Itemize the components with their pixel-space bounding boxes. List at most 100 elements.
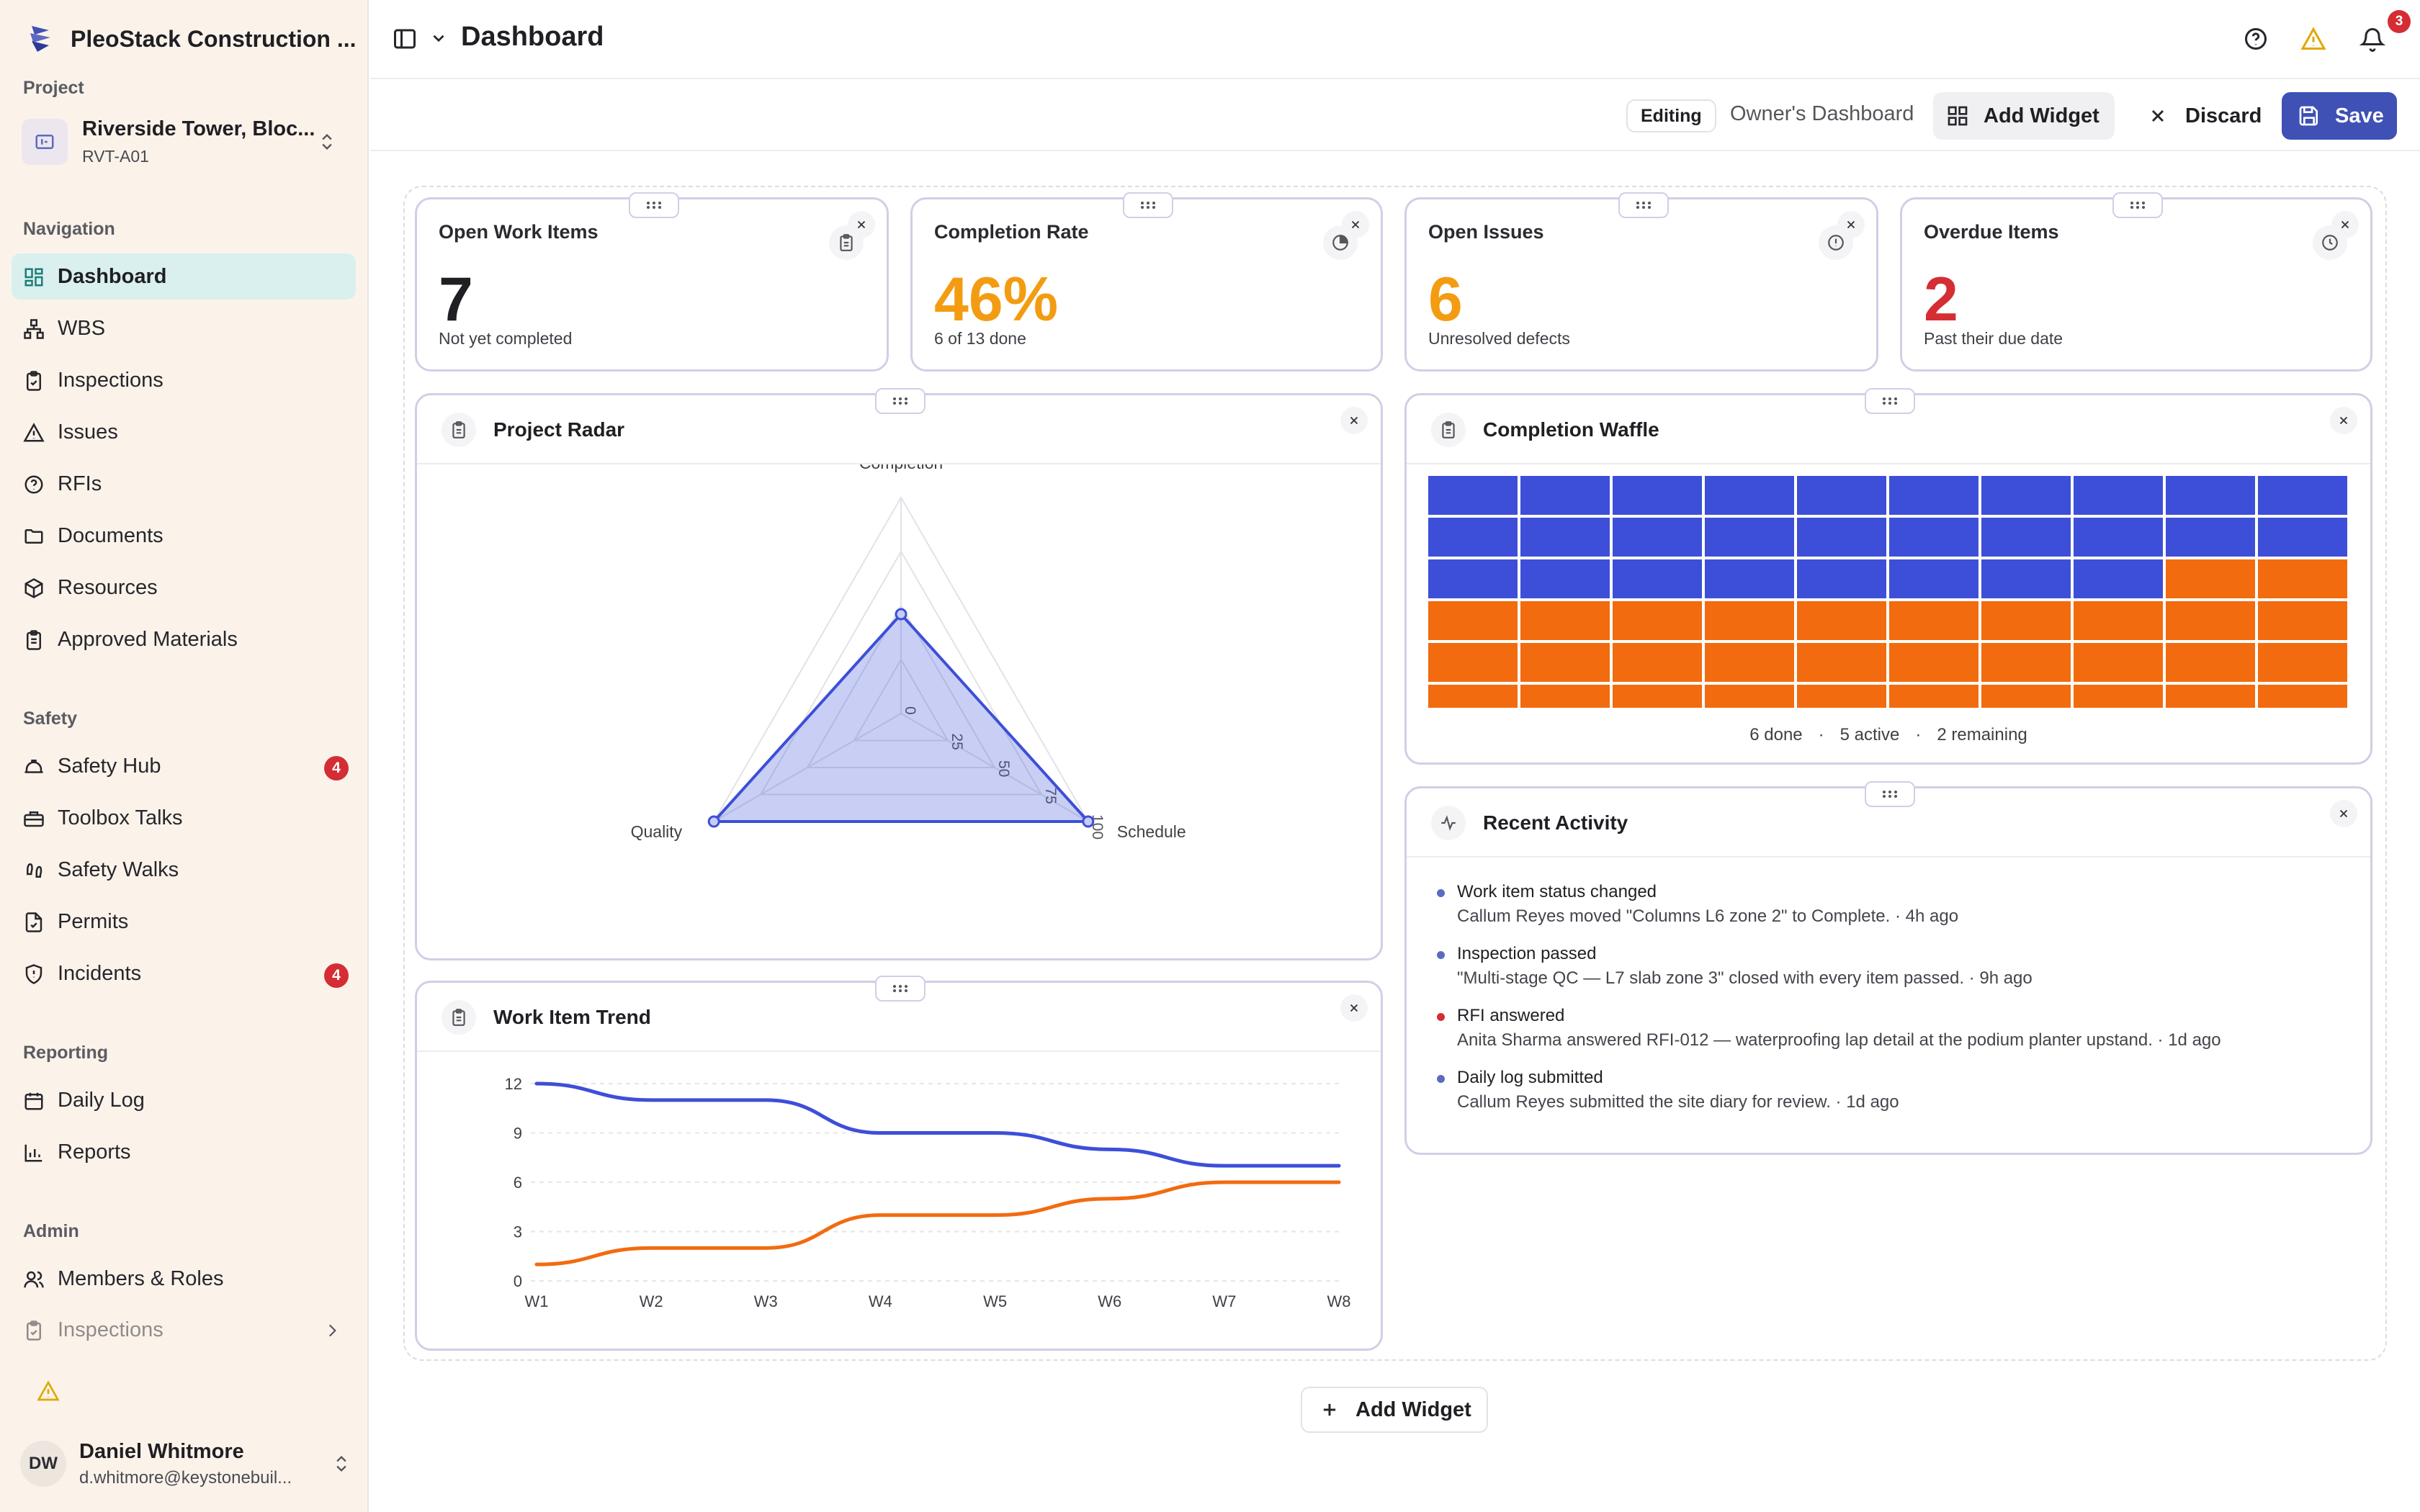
sidebar-item-issues[interactable]: Issues bbox=[12, 409, 356, 455]
project-code: RVT-A01 bbox=[82, 147, 149, 166]
waffle-cell bbox=[2258, 476, 2347, 515]
sidebar-item-members-roles[interactable]: Members & Roles bbox=[12, 1256, 356, 1302]
sidebar-item-wbs[interactable]: WBS bbox=[12, 305, 356, 351]
sidebar-item-dashboard[interactable]: Dashboard bbox=[12, 253, 356, 300]
save-icon bbox=[2299, 106, 2318, 126]
sidebar-item-permits[interactable]: Permits bbox=[12, 899, 356, 945]
warning-icon[interactable] bbox=[36, 1380, 60, 1403]
sidebar-item-safety-hub[interactable]: Safety Hub 4 bbox=[12, 743, 356, 789]
sidebar-item-safety-walks[interactable]: Safety Walks bbox=[12, 847, 356, 893]
recent-activity-widget[interactable]: Recent Activity Work item status changed… bbox=[1404, 781, 2372, 1155]
work-item-trend-widget[interactable]: Work Item Trend 0 3 6 9 12 W1 W2 W3 W4 W5 W6 W7 W8 bbox=[415, 976, 1383, 1351]
kpi-widget-open-work-items[interactable]: Open Work Items 7 Not yet completed bbox=[415, 192, 889, 372]
brand-logo-icon bbox=[30, 26, 50, 52]
add-widget-label: Add Widget bbox=[1984, 104, 2099, 127]
add-widget-button[interactable]: Add Widget bbox=[1933, 92, 2115, 140]
list-item[interactable]: Work item status changed Callum Reyes mo… bbox=[1437, 882, 2349, 927]
kpi-widget-overdue-items[interactable]: Overdue Items 2 Past their due date bbox=[1900, 192, 2372, 372]
trend-x-tick-label: W7 bbox=[1212, 1292, 1236, 1310]
kpi-widget-open-issues[interactable]: Open Issues 6 Unresolved defects bbox=[1404, 192, 1878, 372]
radar-point bbox=[1082, 815, 1095, 828]
sidebar-item-label: Members & Roles bbox=[58, 1266, 224, 1290]
activity-dot bbox=[1437, 889, 1445, 897]
legend-active: 5 active bbox=[1839, 725, 1900, 744]
drag-handle[interactable] bbox=[1865, 388, 1915, 414]
editing-badge: Editing bbox=[1626, 99, 1716, 132]
drag-handle[interactable] bbox=[1618, 192, 1669, 218]
waffle-cell bbox=[1981, 559, 2071, 598]
completion-waffle-widget[interactable]: Completion Waffle 6 done · 5 active · 2 … bbox=[1404, 388, 2372, 765]
activity-dot bbox=[1437, 951, 1445, 959]
sidebar-item-documents[interactable]: Documents bbox=[12, 513, 356, 559]
kpi-widget-completion-rate[interactable]: Completion Rate 46% 6 of 13 done bbox=[910, 192, 1383, 372]
radar-series-area bbox=[712, 613, 1090, 823]
sidebar: PleoStack Construction ... Project River… bbox=[0, 0, 369, 1512]
kpi-subtitle: 6 of 13 done bbox=[934, 329, 1026, 348]
project-switcher[interactable]: Riverside Tower, Bloc... RVT-A01 bbox=[22, 112, 347, 171]
waffle-cell bbox=[2074, 476, 2163, 515]
trend-x-tick-label: W4 bbox=[869, 1292, 892, 1310]
close-icon bbox=[2341, 220, 2349, 229]
kpi-title: Open Issues bbox=[1428, 221, 1544, 243]
list-item[interactable]: RFI answered Anita Sharma answered RFI-0… bbox=[1437, 1006, 2349, 1050]
sidebar-item-inspections[interactable]: Inspections bbox=[12, 357, 356, 403]
drag-handle[interactable] bbox=[2112, 192, 2163, 218]
remove-widget-button[interactable] bbox=[1340, 407, 1368, 434]
waffle-cell bbox=[1889, 685, 1978, 708]
grip-icon bbox=[1636, 202, 1651, 209]
drag-handle[interactable] bbox=[875, 976, 926, 1002]
drag-handle[interactable] bbox=[629, 192, 679, 218]
drag-handle[interactable] bbox=[1123, 192, 1173, 218]
user-menu[interactable]: DW Daniel Whitmore d.whitmore@keystonebu… bbox=[20, 1437, 351, 1490]
drag-handle[interactable] bbox=[875, 388, 926, 414]
sidebar-item-toolbox-talks[interactable]: Toolbox Talks bbox=[12, 795, 356, 841]
sidebar-item-label: Safety Hub bbox=[58, 754, 161, 778]
chevron-down-icon[interactable] bbox=[429, 29, 448, 48]
waffle-cell bbox=[1981, 643, 2071, 682]
dashboard-canvas bbox=[403, 186, 2387, 1361]
sidebar-item-daily-log[interactable]: Daily Log bbox=[12, 1077, 356, 1123]
sidebar-item-incidents[interactable]: Incidents 4 bbox=[12, 950, 356, 996]
waffle-cell bbox=[2258, 685, 2347, 708]
user-name: Daniel Whitmore bbox=[79, 1439, 244, 1463]
help-icon[interactable] bbox=[2243, 26, 2269, 52]
legend-remaining: 2 remaining bbox=[1937, 725, 2027, 744]
discard-button[interactable]: Discard bbox=[2139, 92, 2276, 140]
waffle-cell bbox=[1889, 601, 1978, 640]
radar-axis-label: Schedule bbox=[1117, 822, 1186, 841]
waffle-cell bbox=[1889, 643, 1978, 682]
radar-tick-label: 25 bbox=[949, 734, 965, 750]
sidebar-item-admin-inspections[interactable]: Inspections bbox=[12, 1307, 356, 1353]
list-item[interactable]: Daily log submitted Callum Reyes submitt… bbox=[1437, 1068, 2349, 1112]
sidebar-item-reports[interactable]: Reports bbox=[12, 1129, 356, 1175]
waffle-cell bbox=[1520, 476, 1610, 515]
sidebar-item-rfis[interactable]: RFIs bbox=[12, 461, 356, 507]
trend-x-tick-label: W1 bbox=[525, 1292, 549, 1310]
legend-separator: · bbox=[1818, 725, 1824, 744]
waffle-cell bbox=[1613, 559, 1702, 598]
avatar: DW bbox=[20, 1441, 66, 1487]
remove-widget-button[interactable] bbox=[2330, 800, 2357, 827]
sidebar-item-label: Permits bbox=[58, 909, 129, 933]
grip-icon bbox=[2130, 202, 2145, 209]
sidebar-item-approved-materials[interactable]: Approved Materials bbox=[12, 616, 356, 662]
brand[interactable]: PleoStack Construction ... bbox=[26, 20, 357, 58]
remove-widget-button[interactable] bbox=[2330, 407, 2357, 434]
save-button[interactable]: Save bbox=[2282, 92, 2397, 140]
drag-handle[interactable] bbox=[1865, 781, 1915, 807]
widget-title: Completion Waffle bbox=[1483, 418, 1659, 441]
kpi-title: Completion Rate bbox=[934, 221, 1089, 243]
remove-widget-button[interactable] bbox=[1340, 994, 1368, 1022]
sidebar-item-label: WBS bbox=[58, 316, 106, 340]
add-widget-bottom-button[interactable]: Add Widget bbox=[1301, 1387, 1488, 1433]
project-radar-widget[interactable]: Project Radar 0255075100CompletionSchedu… bbox=[415, 388, 1383, 960]
sidebar-item-resources[interactable]: Resources bbox=[12, 564, 356, 611]
waffle-cell bbox=[1797, 476, 1886, 515]
sidebar-toggle-icon[interactable] bbox=[392, 26, 418, 52]
waffle-cell bbox=[2166, 476, 2255, 515]
warning-icon[interactable] bbox=[2300, 26, 2326, 52]
waffle-cell bbox=[1428, 476, 1518, 515]
list-item[interactable]: Inspection passed "Multi-stage QC — L7 s… bbox=[1437, 944, 2349, 989]
bell-icon[interactable] bbox=[2360, 26, 2385, 52]
